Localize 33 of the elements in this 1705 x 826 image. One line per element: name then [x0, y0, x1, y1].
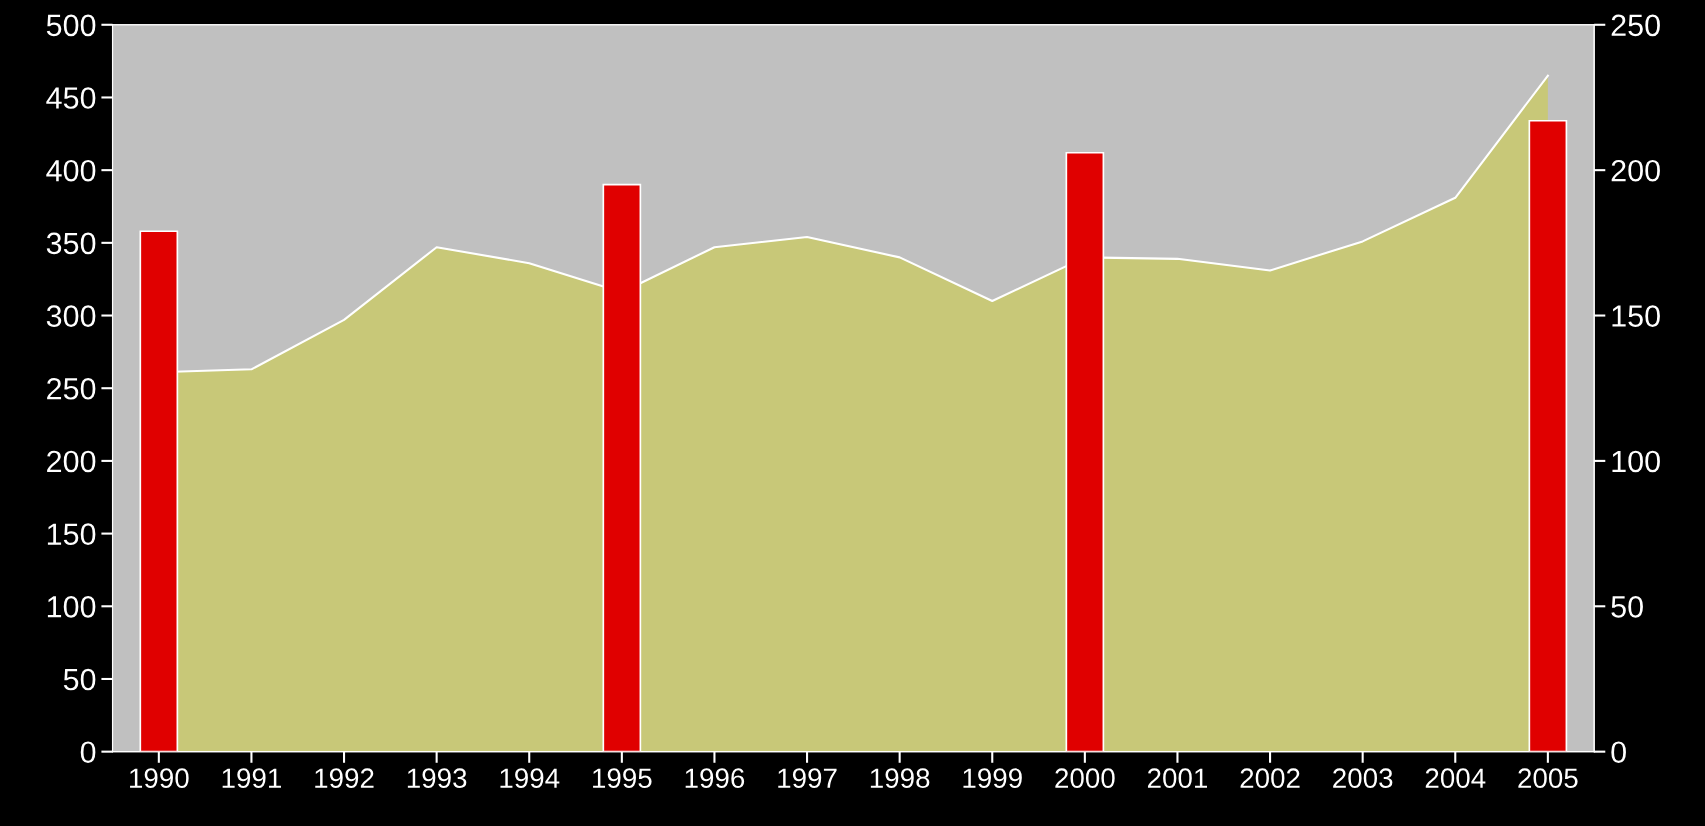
x-tick-label: 2003 [1333, 768, 1393, 789]
x-tick-label: 2005 [1518, 768, 1578, 789]
y-tick-label: 150 [47, 523, 96, 545]
y-tick-label: 200 [47, 450, 96, 473]
x-tick-label: 1992 [315, 768, 374, 789]
x-tick-label: 1991 [222, 768, 281, 789]
y-tick-label: 50 [63, 668, 96, 691]
x-tick-label: 2004 [1425, 768, 1486, 789]
y-tick-label: 0 [80, 741, 96, 764]
y2-tick-label: 0 [1611, 741, 1626, 764]
y2-tick-label: 200 [1611, 159, 1660, 182]
x-tick-label: 1993 [407, 768, 467, 789]
y-tick-label: 500 [46, 14, 96, 37]
x-tick-label: 1994 [500, 768, 560, 789]
x-tick-label: 1996 [685, 768, 745, 789]
y-tick-label: 250 [47, 377, 96, 400]
y-tick-label: 450 [46, 87, 96, 109]
x-tick-label: 1997 [778, 768, 837, 789]
x-tick-label: 1990 [130, 768, 189, 789]
y-tick-label: 300 [46, 305, 96, 327]
x-tick-label: 2002 [1240, 768, 1300, 789]
y2-tick-label: 250 [1611, 14, 1660, 37]
y-tick-label: 350 [46, 232, 96, 255]
y2-tick-label: 150 [1612, 305, 1660, 327]
x-tick-label: 2001 [1147, 768, 1208, 789]
x-tick-label: 1995 [593, 768, 652, 789]
y2-tick-label: 50 [1611, 596, 1643, 618]
x-tick-label: 2000 [1055, 768, 1115, 789]
y2-tick-label: 100 [1612, 450, 1660, 473]
y-tick-label: 100 [47, 596, 96, 618]
y-tick-label: 400 [46, 159, 96, 182]
x-tick-label: 1999 [963, 768, 1022, 789]
x-tick-label: 1998 [870, 768, 930, 789]
